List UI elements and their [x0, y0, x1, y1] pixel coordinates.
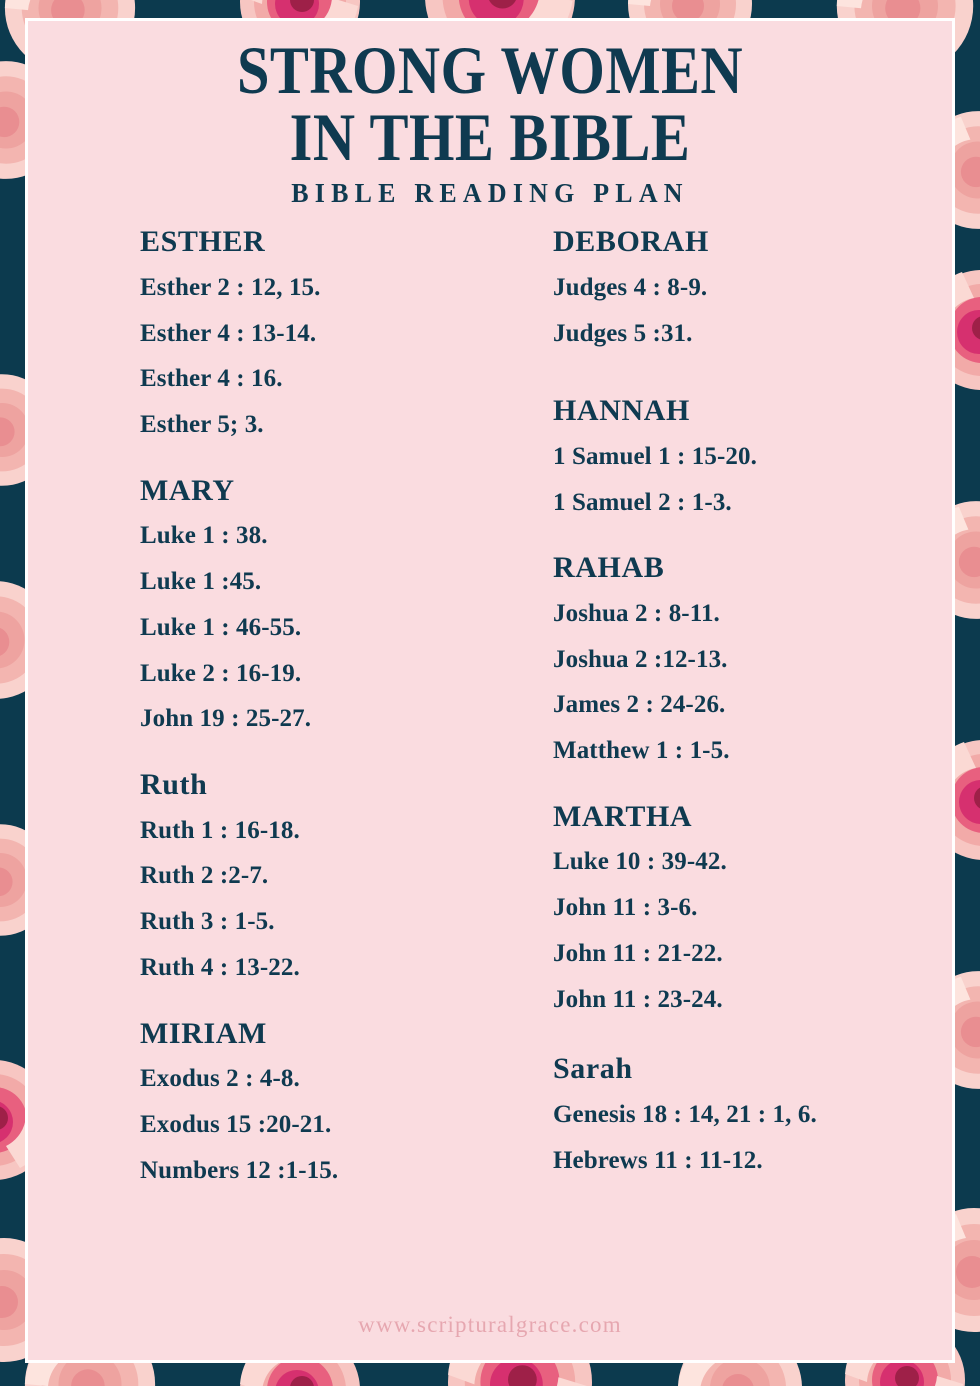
section-title: MIRIAM [140, 1016, 267, 1050]
page-subtitle: BIBLE READING PLAN [291, 178, 689, 209]
verse-reference: Joshua 2 : 8-11. [553, 599, 720, 627]
verse-reference: John 11 : 3-6. [553, 894, 698, 921]
title-line-1: STRONG WOMEN [236, 32, 744, 108]
section-martha: MARTHA Luke 10 : 39-42. John 11 : 3-6. J… [553, 800, 952, 1023]
verse-reference: James 2 : 24-26. [553, 691, 726, 719]
verse-reference: Ruth 3 : 1-5. [140, 908, 275, 935]
verse-reference: Ruth 2 :2-7. [140, 862, 269, 890]
verse-reference: Exodus 2 : 4-8. [140, 1065, 300, 1092]
verse-reference: Luke 1 :45. [140, 568, 262, 595]
section-title: ESTHER [140, 225, 266, 259]
verse-reference: Esther 4 : 16. [140, 365, 283, 393]
verse-reference: Genesis 18 : 14, 21 : 1, 6. [553, 1100, 817, 1128]
reading-plan-column-left: ESTHER Esther 2 : 12, 15. Esther 4 : 13-… [28, 225, 490, 1219]
verse-reference: Luke 1 : 38. [140, 522, 268, 550]
verse-reference: 1 Samuel 1 : 15-20. [553, 442, 757, 470]
section-title: RAHAB [553, 551, 665, 585]
title-line-2: IN THE BIBLE [289, 98, 691, 175]
page-title: STRONG WOMEN IN THE BIBLE [93, 36, 888, 171]
reading-plan-columns: ESTHER Esther 2 : 12, 15. Esther 4 : 13-… [28, 225, 952, 1219]
section-hannah: HANNAH 1 Samuel 1 : 15-20. 1 Samuel 2 : … [553, 394, 952, 525]
verse-reference: Ruth 1 : 16-18. [140, 816, 300, 844]
site-watermark: www.scripturalgrace.com [358, 1312, 622, 1337]
verse-reference: Esther 2 : 12, 15. [140, 273, 321, 301]
verse-reference: Judges 4 : 8-9. [553, 273, 708, 301]
section-sarah: Sarah Genesis 18 : 14, 21 : 1, 6. Hebrew… [553, 1052, 952, 1183]
section-miriam: MIRIAM Exodus 2 : 4-8. Exodus 15 :20-21.… [140, 1017, 490, 1194]
verse-reference: Judges 5 :31. [553, 319, 693, 347]
verse-reference: 1 Samuel 2 : 1-3. [553, 488, 732, 516]
verse-reference: Numbers 12 :1-15. [140, 1156, 339, 1184]
section-ruth: Ruth Ruth 1 : 16-18. Ruth 2 :2-7. Ruth 3… [140, 768, 490, 991]
section-title: DEBORAH [553, 225, 709, 259]
section-title: Ruth [140, 768, 208, 801]
section-esther: ESTHER Esther 2 : 12, 15. Esther 4 : 13-… [140, 225, 490, 448]
verse-reference: Matthew 1 : 1-5. [553, 737, 730, 764]
verse-reference: Exodus 15 :20-21. [140, 1110, 332, 1138]
verse-reference: Joshua 2 :12-13. [553, 645, 728, 673]
verse-reference: Luke 1 : 46-55. [140, 613, 302, 641]
section-rahab: RAHAB Joshua 2 : 8-11. Joshua 2 :12-13. … [553, 551, 952, 774]
section-deborah: DEBORAH Judges 4 : 8-9. Judges 5 :31. [553, 225, 952, 356]
section-title: HANNAH [553, 394, 690, 428]
verse-reference: Hebrews 11 : 11-12. [553, 1146, 763, 1174]
section-title: Sarah [553, 1052, 633, 1086]
section-title: MARY [140, 473, 235, 507]
verse-reference: Esther 5; 3. [140, 411, 264, 438]
poster-card: STRONG WOMEN IN THE BIBLE BIBLE READING … [25, 18, 955, 1363]
section-title: MARTHA [553, 799, 693, 833]
verse-reference: Ruth 4 : 13-22. [140, 953, 300, 981]
verse-reference: John 11 : 23-24. [553, 985, 723, 1013]
reading-plan-column-right: DEBORAH Judges 4 : 8-9. Judges 5 :31. HA… [490, 225, 952, 1219]
verse-reference: Luke 10 : 39-42. [553, 848, 727, 876]
verse-reference: John 11 : 21-22. [553, 939, 723, 967]
section-mary: MARY Luke 1 : 38. Luke 1 :45. Luke 1 : 4… [140, 474, 490, 742]
poster-header: STRONG WOMEN IN THE BIBLE BIBLE READING … [28, 21, 952, 209]
verse-reference: Esther 4 : 13-14. [140, 319, 317, 347]
verse-reference: Luke 2 : 16-19. [140, 659, 302, 687]
verse-reference: John 19 : 25-27. [140, 705, 312, 733]
